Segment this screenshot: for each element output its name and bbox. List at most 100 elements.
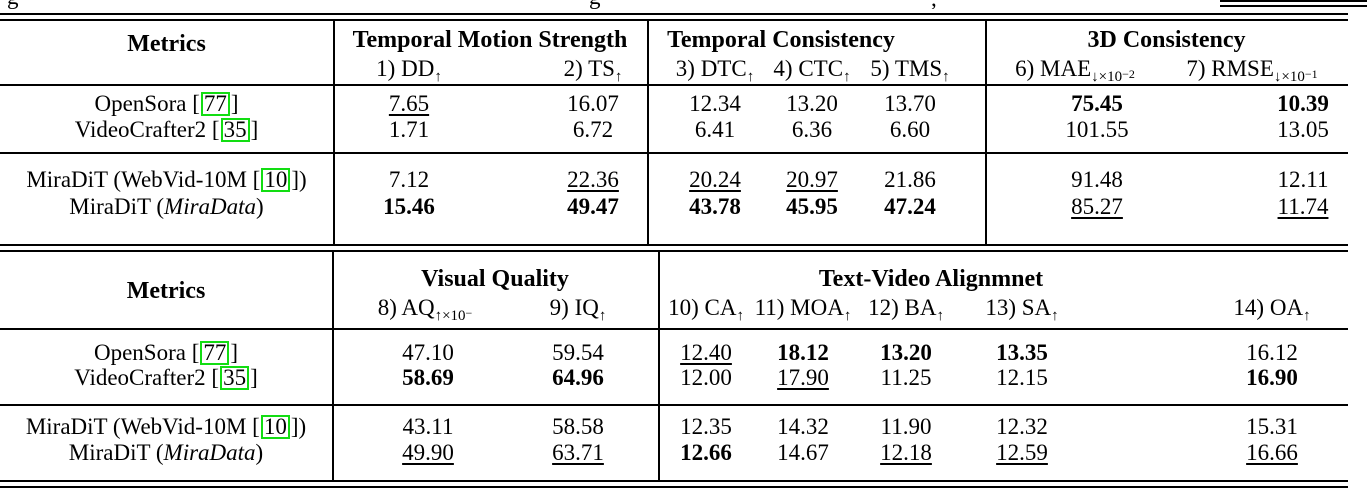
metric-value: 12.35 [680, 414, 732, 439]
rule [0, 244, 1348, 246]
group-header: Temporal Consistency [667, 27, 895, 53]
metric-value: 17.90 [777, 365, 829, 390]
column-header: 1) DD↑ [376, 56, 442, 85]
metric-value: 6.60 [889, 117, 931, 142]
row-label: MiraDiT (MiraData) [68, 440, 264, 465]
rule [0, 404, 1348, 406]
metric-value: 13.05 [1277, 117, 1329, 142]
column-separator [985, 21, 987, 244]
metrics-header: Metrics [127, 31, 206, 57]
metric-value: 16.90 [1246, 365, 1298, 390]
metric-value: 14.67 [777, 440, 829, 465]
metric-value: 58.69 [402, 365, 454, 390]
metrics-header: Metrics [126, 278, 206, 304]
rule [0, 250, 1348, 252]
metric-value: 11.90 [880, 414, 932, 439]
metric-value: 12.00 [680, 365, 732, 390]
caption-fragment: , [931, 0, 937, 9]
rule [0, 84, 1348, 86]
metric-value: 64.96 [552, 365, 604, 390]
metric-value: 6.36 [791, 117, 833, 142]
group-header: Temporal Motion Strength [352, 27, 628, 53]
metric-value: 20.24 [689, 167, 741, 192]
group-header: Text-Video Alignmnet [818, 266, 1044, 292]
row-label: MiraDiT (WebVid-10M [10]) [26, 167, 307, 192]
metric-value: 7.12 [388, 167, 430, 192]
row-label: OpenSora [77] [93, 340, 239, 365]
rule-fragment-top-right [1220, 0, 1367, 2]
row-label: VideoCrafter2 [35] [74, 365, 258, 390]
metric-value: 13.20 [786, 91, 838, 116]
column-header: 8) AQ↑×10− [377, 295, 473, 324]
metric-value: 43.11 [402, 414, 454, 439]
metric-value: 20.97 [786, 167, 838, 192]
column-header: 12) BA↑ [868, 295, 944, 324]
rule [0, 152, 1348, 154]
metric-value: 49.47 [567, 194, 619, 219]
column-header: 11) MOA↑ [754, 295, 852, 324]
metric-value: 15.31 [1246, 414, 1298, 439]
metric-value: 58.58 [552, 414, 604, 439]
metric-value: 47.10 [402, 340, 454, 365]
caption-fragment: g [7, 0, 19, 9]
rule [0, 13, 1348, 15]
metric-value: 75.45 [1071, 91, 1123, 116]
citation-link[interactable]: 10 [260, 415, 290, 439]
metric-value: 7.65 [388, 91, 430, 116]
column-header: 6) MAE↓×10−2 [1015, 56, 1135, 85]
metric-value: 63.71 [552, 440, 604, 465]
metric-value: 91.48 [1071, 167, 1123, 192]
metric-value: 49.90 [402, 440, 454, 465]
citation-link[interactable]: 35 [220, 118, 250, 142]
metric-value: 14.32 [777, 414, 829, 439]
column-header: 10) CA↑ [668, 295, 744, 324]
row-label: VideoCrafter2 [35] [74, 117, 259, 142]
metric-value: 12.66 [680, 440, 732, 465]
column-header: 3) DTC↑ [675, 56, 755, 85]
metric-value: 11.74 [1277, 194, 1329, 219]
group-header: Visual Quality [421, 266, 569, 292]
metric-value: 47.24 [884, 194, 936, 219]
dataset-name-italic: MiraData [164, 194, 257, 219]
metric-value: 12.18 [880, 440, 932, 465]
metric-value: 12.40 [680, 340, 732, 365]
row-label: MiraDiT (WebVid-10M [10]) [25, 414, 307, 439]
metric-value: 10.39 [1277, 91, 1329, 116]
metric-value: 22.36 [567, 167, 619, 192]
metric-value: 12.32 [996, 414, 1048, 439]
citation-link[interactable]: 77 [200, 341, 230, 365]
column-header: 2) TS↑ [563, 56, 623, 85]
column-header: 13) SA↑ [985, 295, 1059, 324]
metric-value: 12.59 [996, 440, 1048, 465]
rule [0, 19, 1348, 21]
citation-link[interactable]: 10 [261, 168, 291, 192]
column-header: 14) OA↑ [1233, 295, 1311, 324]
rule [0, 486, 1348, 488]
dataset-name-italic: MiraData [163, 440, 256, 465]
column-separator [333, 21, 335, 244]
column-header: 4) CTC↑ [773, 56, 851, 85]
citation-link[interactable]: 77 [200, 92, 230, 116]
metric-value: 1.71 [388, 117, 430, 142]
column-separator [658, 252, 660, 480]
truncated-caption-line: g g , [0, 0, 1367, 9]
metric-value: 18.12 [777, 340, 829, 365]
rule [0, 480, 1348, 482]
metric-value: 16.12 [1246, 340, 1298, 365]
metric-value: 85.27 [1071, 194, 1123, 219]
metric-value: 45.95 [786, 194, 838, 219]
metric-value: 59.54 [552, 340, 604, 365]
column-separator [647, 21, 649, 244]
metric-value: 16.07 [567, 91, 619, 116]
group-header: 3D Consistency [1087, 27, 1246, 53]
metric-value: 12.11 [1277, 167, 1329, 192]
citation-link[interactable]: 35 [220, 366, 250, 390]
metric-value: 13.70 [884, 91, 936, 116]
row-label: MiraDiT (MiraData) [69, 194, 264, 219]
column-header: 5) TMS↑ [870, 56, 950, 85]
column-separator [332, 252, 334, 480]
metric-value: 6.72 [572, 117, 614, 142]
metric-value: 11.25 [880, 365, 932, 390]
metric-value: 21.86 [884, 167, 936, 192]
